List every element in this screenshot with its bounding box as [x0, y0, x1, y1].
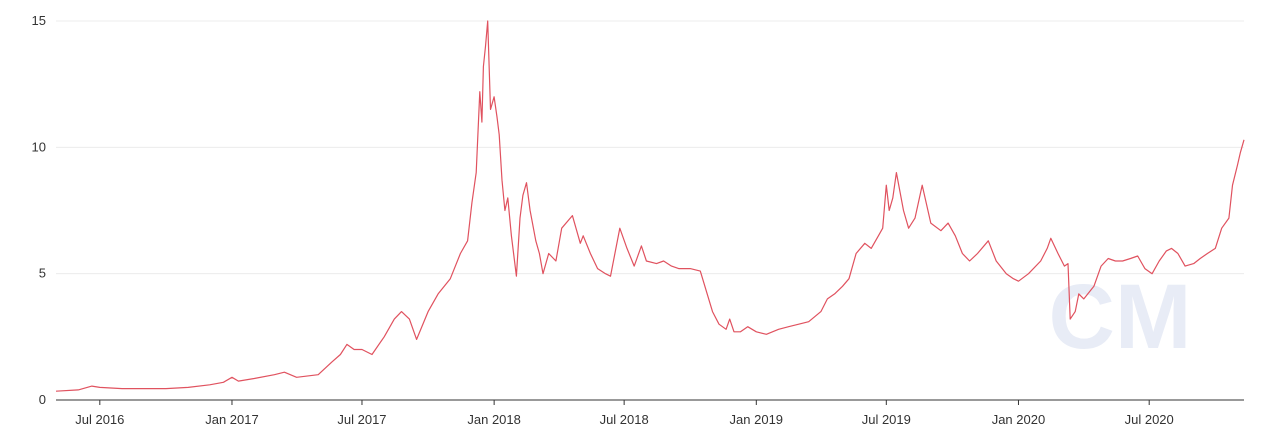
- y-tick-label: 0: [39, 392, 46, 407]
- x-tick-label: Jul 2018: [600, 412, 649, 427]
- x-tick-label: Jul 2020: [1125, 412, 1174, 427]
- gridlines: [56, 20, 1244, 275]
- x-tick-label: Jul 2019: [862, 412, 911, 427]
- x-axis-ticks: Jul 2016 Jan 2017 Jul 2017 Jan 2018 Jul 2018…: [75, 400, 1174, 427]
- series-line: [55, 20, 1245, 392]
- x-tick-label: Jan 2020: [992, 412, 1046, 427]
- x-tick-label: Jan 2018: [467, 412, 521, 427]
- x-tick-label: Jul 2017: [337, 412, 386, 427]
- x-tick-label: Jul 2016: [75, 412, 124, 427]
- y-axis-ticks: 0 5 10 15: [32, 13, 46, 407]
- y-tick-label: 15: [32, 13, 46, 28]
- y-tick-label: 5: [39, 266, 46, 281]
- x-tick-label: Jan 2017: [205, 412, 259, 427]
- y-tick-label: 10: [32, 139, 46, 154]
- x-tick-label: Jan 2019: [730, 412, 784, 427]
